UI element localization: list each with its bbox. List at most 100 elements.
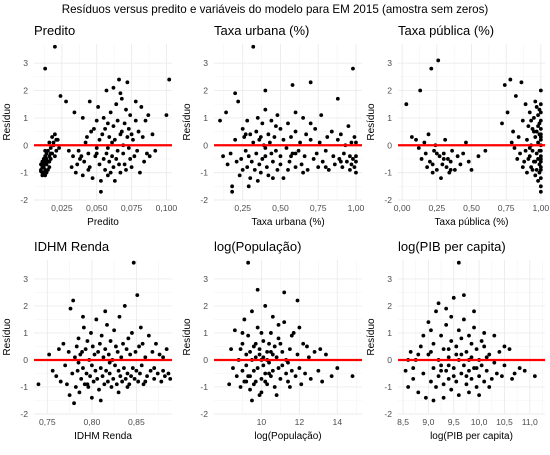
data-point	[531, 168, 535, 172]
data-point	[241, 342, 245, 346]
data-point	[539, 168, 543, 172]
x-tick-label: 0,75	[39, 417, 56, 427]
data-point	[309, 138, 313, 142]
data-point	[248, 388, 252, 392]
data-point	[130, 165, 134, 169]
data-point	[241, 369, 245, 373]
x-tick-label: 0,25	[428, 203, 445, 213]
data-point	[333, 163, 337, 167]
y-axis-title: Resíduo	[182, 103, 193, 141]
data-point	[99, 190, 103, 194]
data-point	[318, 141, 322, 145]
x-tick-label: 12	[295, 417, 305, 427]
data-point	[431, 163, 435, 167]
data-point	[248, 132, 252, 136]
data-point	[268, 141, 272, 145]
data-point	[251, 45, 255, 49]
data-point	[410, 135, 414, 139]
y-tick-label: 1	[203, 328, 208, 338]
data-point	[109, 111, 113, 115]
data-point	[121, 342, 125, 346]
data-point	[67, 350, 71, 354]
data-point	[532, 116, 536, 120]
data-point	[265, 350, 269, 354]
data-point	[261, 339, 265, 343]
data-point	[446, 157, 450, 161]
data-point	[461, 152, 465, 156]
y-tick-label: 0	[203, 140, 208, 150]
panel-title: Predito	[34, 23, 75, 38]
data-point	[330, 130, 334, 134]
data-point	[123, 304, 127, 308]
data-point	[525, 138, 529, 142]
data-point	[354, 154, 358, 158]
data-point	[245, 165, 249, 169]
data-point	[86, 339, 90, 343]
data-point	[288, 385, 292, 389]
data-point	[260, 331, 264, 335]
data-point	[252, 369, 256, 373]
data-point	[106, 121, 110, 125]
data-point	[152, 377, 156, 381]
data-point	[241, 127, 245, 131]
data-point	[539, 119, 543, 123]
data-point	[513, 372, 517, 376]
data-point	[121, 152, 125, 156]
x-axis-title: Predito	[87, 217, 119, 228]
y-tick-label: 0	[23, 140, 28, 150]
y-axis-title: Resíduo	[2, 318, 13, 356]
data-point	[459, 353, 463, 357]
data-point	[86, 382, 90, 386]
data-point	[256, 288, 260, 292]
data-point	[438, 154, 442, 158]
data-point	[139, 105, 143, 109]
data-point	[351, 374, 355, 378]
data-point	[286, 361, 290, 365]
data-point	[230, 184, 234, 188]
data-point	[539, 89, 543, 93]
data-point	[254, 130, 258, 134]
data-point	[307, 355, 311, 359]
data-point	[296, 299, 300, 303]
data-point	[103, 309, 107, 313]
data-point	[470, 377, 474, 381]
data-point	[324, 165, 328, 169]
data-point	[158, 353, 162, 357]
data-point	[119, 355, 123, 359]
data-point	[152, 366, 156, 370]
data-point	[442, 396, 446, 400]
data-point	[324, 149, 328, 153]
data-point	[244, 363, 248, 367]
data-point	[256, 179, 260, 183]
data-point	[533, 173, 537, 177]
data-point	[315, 152, 319, 156]
data-point	[263, 89, 267, 93]
data-point	[528, 111, 532, 115]
data-point	[43, 67, 47, 71]
data-point	[154, 342, 158, 346]
data-point	[125, 80, 129, 84]
y-tick-label: 3	[23, 274, 28, 284]
data-point	[324, 353, 328, 357]
y-tick-label: -2	[384, 195, 392, 205]
data-point	[105, 152, 109, 156]
data-point	[256, 116, 260, 120]
data-point	[256, 326, 260, 330]
data-point	[85, 135, 89, 139]
data-point	[439, 363, 443, 367]
data-point	[245, 119, 249, 123]
data-point	[353, 165, 357, 169]
data-point	[81, 315, 85, 319]
data-point	[444, 369, 448, 373]
data-point	[439, 176, 443, 180]
x-axis-title: log(População)	[254, 431, 321, 442]
data-point	[518, 366, 522, 370]
data-point	[425, 165, 429, 169]
data-point	[47, 141, 51, 145]
data-point	[239, 385, 243, 389]
data-point	[117, 163, 121, 167]
data-point	[90, 396, 94, 400]
data-point	[290, 369, 294, 373]
data-point	[454, 353, 458, 357]
data-point	[82, 160, 86, 164]
